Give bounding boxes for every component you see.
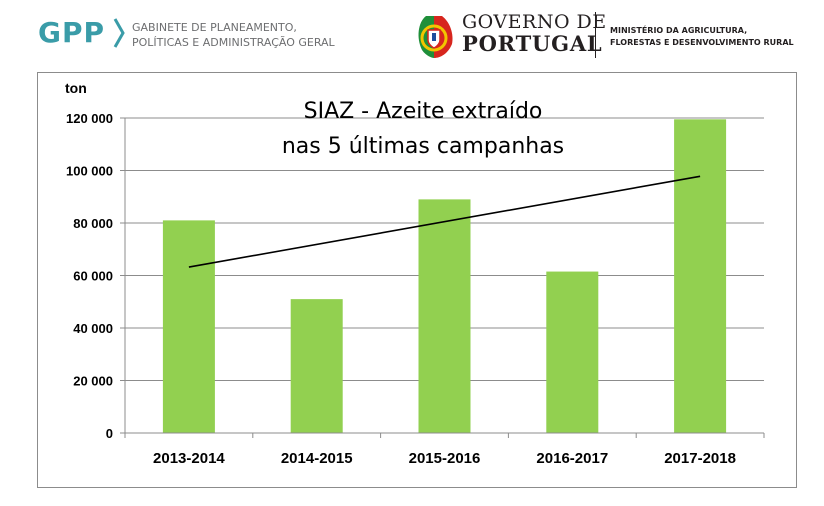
portugal-emblem-icon [418, 16, 453, 58]
gpp-line-1: GABINETE DE PLANEAMENTO, [132, 21, 297, 34]
bars [162, 119, 727, 433]
y-tick-label: 20 000 [73, 374, 113, 389]
gpp-description: GABINETE DE PLANEAMENTO, POLÍTICAS E ADM… [132, 20, 335, 50]
y-tick-label: 0 [106, 426, 113, 441]
y-tick-labels: 0 20 000 40 000 60 000 80 000 100 000 120 000 [66, 111, 113, 441]
chart-title-line-2: nas 5 últimas campanhas [282, 134, 564, 159]
y-tick-label: 100 000 [66, 164, 113, 179]
bar-2017-2018 [674, 119, 727, 433]
y-tick-label: 40 000 [73, 321, 113, 336]
gpp-line-2: POLÍTICAS E ADMINISTRAÇÃO GERAL [132, 36, 335, 49]
page-header: GPP GABINETE DE PLANEAMENTO, POLÍTICAS E… [0, 0, 824, 66]
x-tick-label: 2016-2017 [536, 450, 608, 467]
x-tick-label: 2017-2018 [664, 450, 736, 467]
y-axis-label: ton [65, 80, 87, 96]
bar-2013-2014 [162, 220, 215, 433]
trendline [188, 175, 701, 268]
x-tick-label: 2013-2014 [153, 450, 225, 467]
x-tick-label: 2014-2015 [281, 450, 353, 467]
governo-line-2: PORTUGAL [462, 31, 603, 56]
bar-2016-2017 [546, 271, 599, 433]
governo-de-portugal: GOVERNO DE PORTUGAL [462, 12, 607, 56]
x-tick-labels: 2013-2014 2014-2015 2015-2016 2016-2017 2017… [153, 450, 736, 467]
ministry-line-2: FLORESTAS E DESENVOLVIMENTO RURAL [610, 38, 794, 47]
axes [124, 118, 765, 438]
chart-frame: 0 20 000 40 000 60 000 80 000 100 000 120 000 … [37, 72, 797, 488]
y-tick-label: 80 000 [73, 216, 113, 231]
gpp-chevron-icon [113, 18, 125, 48]
ministry-name: MINISTÉRIO DA AGRICULTURA, FLORESTAS E D… [610, 25, 794, 49]
y-tick-label: 60 000 [73, 269, 113, 284]
governo-line-1: GOVERNO DE [462, 11, 607, 33]
x-tick-label: 2015-2016 [409, 450, 481, 467]
y-tick-label: 120 000 [66, 111, 113, 126]
header-divider [595, 12, 596, 58]
bar-2015-2016 [418, 199, 471, 433]
gpp-logo: GPP [38, 16, 106, 49]
chart-title-line-1: SIAZ - Azeite extraído [304, 99, 543, 124]
ministry-line-1: MINISTÉRIO DA AGRICULTURA, [610, 26, 748, 35]
bar-2014-2015 [290, 299, 343, 433]
